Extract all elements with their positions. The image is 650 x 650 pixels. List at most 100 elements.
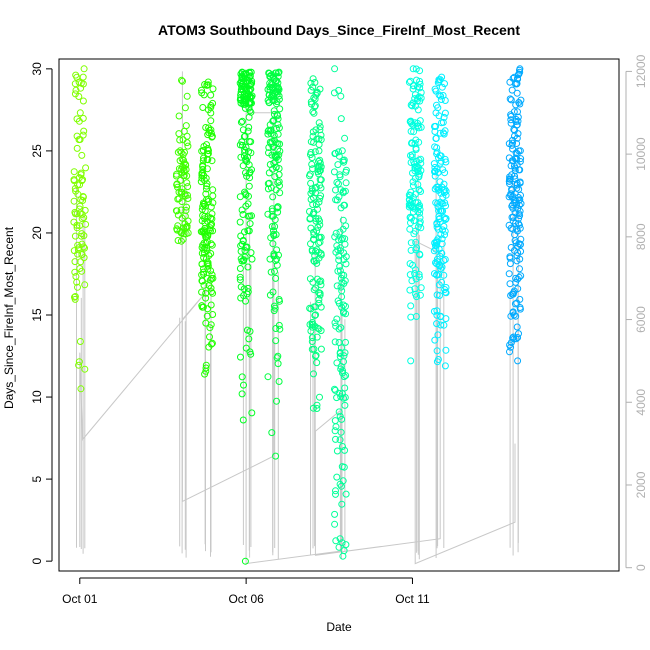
data-point [336, 412, 344, 420]
data-point [202, 364, 210, 372]
data-point [308, 320, 316, 328]
data-point [438, 119, 445, 127]
data-point [184, 142, 192, 150]
data-point [441, 256, 449, 263]
data-point [236, 193, 244, 201]
data-point [308, 338, 316, 345]
data-point [442, 346, 450, 354]
data-point [409, 261, 417, 269]
data-point [416, 84, 424, 92]
data-point [441, 109, 449, 117]
data-point [238, 138, 246, 146]
data-point [203, 165, 211, 173]
data-point [339, 234, 346, 242]
data-point [237, 283, 245, 291]
data-point [335, 408, 343, 416]
data-point [331, 319, 339, 327]
data-point [331, 417, 339, 425]
point-cluster [405, 65, 425, 365]
data-point [409, 65, 417, 73]
data-point [312, 284, 319, 292]
data-point [338, 539, 346, 547]
data-point [337, 236, 345, 244]
data-point [244, 200, 252, 208]
data-point [312, 183, 320, 191]
data-point [274, 352, 282, 360]
data-point [238, 117, 246, 125]
data-point [183, 172, 191, 180]
data-point [313, 227, 321, 235]
y-tick-label: 20 [30, 226, 44, 240]
scatter-points-layer [70, 65, 525, 565]
data-point [335, 180, 342, 188]
data-point [246, 327, 254, 335]
data-point [412, 136, 420, 144]
data-point [512, 101, 520, 109]
data-point [516, 224, 524, 232]
data-point [339, 189, 347, 197]
point-cluster [430, 73, 450, 370]
data-point [516, 100, 524, 108]
data-point [81, 365, 89, 373]
data-point [207, 203, 215, 211]
data-point [209, 85, 217, 93]
data-point [333, 179, 341, 186]
data-point [339, 477, 347, 485]
data-point [244, 127, 252, 135]
data-point [331, 520, 339, 528]
data-point [75, 361, 83, 369]
data-point [332, 537, 340, 545]
data-point [417, 167, 425, 174]
data-point [432, 199, 440, 207]
data-point [516, 265, 523, 273]
data-point [433, 219, 441, 227]
data-point [408, 277, 416, 285]
data-point [440, 130, 448, 138]
data-point [310, 370, 317, 378]
data-point [202, 239, 210, 247]
data-point [406, 192, 414, 200]
data-point [507, 96, 515, 104]
data-point [515, 330, 522, 338]
data-point [405, 191, 413, 199]
data-point [412, 313, 420, 320]
data-point [412, 275, 420, 283]
data-point [508, 157, 516, 165]
data-point [236, 218, 244, 226]
data-point [331, 150, 339, 158]
data-point [244, 153, 251, 161]
data-point [511, 172, 518, 180]
data-point [79, 193, 87, 200]
data-point [174, 211, 182, 219]
data-point [342, 338, 349, 346]
data-point [434, 331, 442, 339]
data-point [433, 320, 441, 328]
data-point [509, 225, 517, 233]
data-point [204, 260, 212, 268]
data-point [199, 303, 207, 311]
data-point [411, 91, 419, 99]
data-point [341, 446, 349, 454]
data-point [438, 278, 446, 286]
data-point [505, 193, 513, 201]
data-point [431, 143, 439, 151]
data-point [342, 179, 350, 187]
data-point [265, 69, 273, 77]
data-point [269, 165, 277, 173]
data-point [177, 229, 185, 237]
data-point [245, 138, 253, 145]
data-point [409, 182, 417, 190]
data-point [276, 147, 284, 155]
data-point [317, 233, 325, 241]
data-point [209, 186, 217, 194]
data-point [204, 147, 212, 155]
data-point [272, 274, 280, 282]
data-point [179, 235, 187, 243]
data-point [437, 321, 445, 329]
data-point [73, 144, 81, 152]
data-point [316, 238, 324, 246]
data-point [417, 284, 425, 292]
data-point [431, 123, 438, 130]
data-point [416, 291, 424, 299]
data-point [313, 333, 321, 341]
